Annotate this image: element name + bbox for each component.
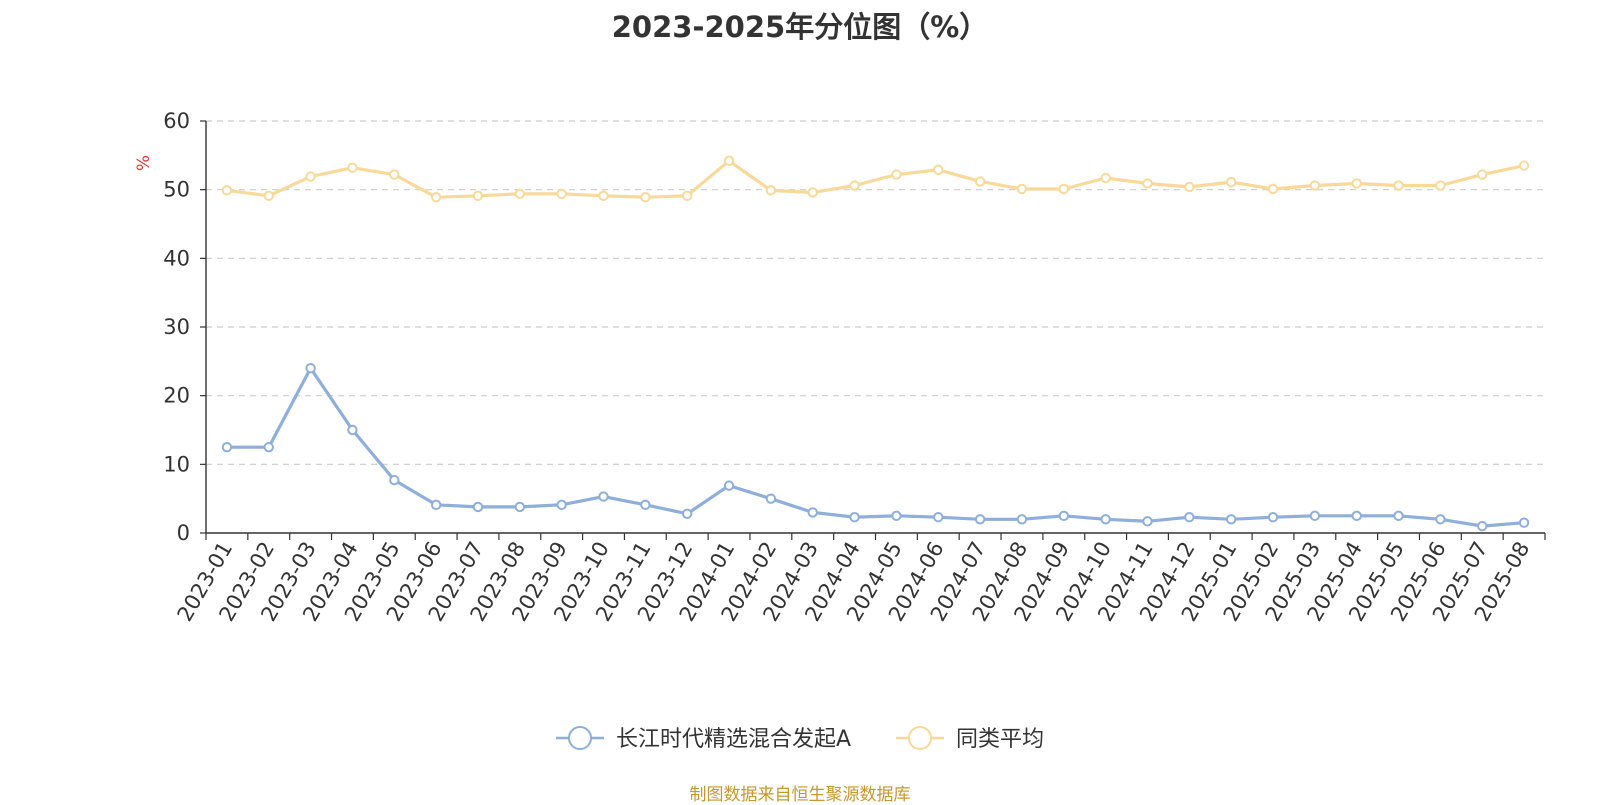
data-point: [347, 424, 358, 436]
y-tick-label: 30: [163, 315, 190, 339]
y-tick-label: 0: [177, 521, 190, 545]
data-point: [891, 510, 902, 522]
data-point: [1351, 178, 1362, 189]
y-axis-unit-label: %: [134, 155, 154, 171]
data-point: [1477, 169, 1488, 180]
data-point: [682, 508, 693, 519]
data-point: [1058, 510, 1069, 522]
data-point: [472, 501, 484, 513]
data-point: [1435, 180, 1446, 191]
data-point: [1225, 514, 1237, 525]
data-point: [1100, 514, 1111, 525]
y-tick-label: 10: [163, 452, 190, 476]
series-line: [226, 159, 1525, 199]
data-point: [849, 512, 860, 523]
data-point: [1309, 510, 1321, 522]
data-point: [1267, 512, 1279, 523]
data-point: [1393, 510, 1404, 522]
data-point: [807, 507, 818, 518]
data-point: [1435, 514, 1446, 525]
y-tick-label: 20: [163, 384, 190, 408]
legend-item-2[interactable]: 同类平均: [896, 726, 1044, 752]
data-point: [1184, 512, 1195, 523]
legend-item-1[interactable]: 长江时代精选混合发起A: [556, 726, 851, 752]
series-1: [221, 363, 1530, 532]
data-point: [891, 169, 902, 180]
data-point: [598, 190, 609, 202]
data-point: [807, 187, 818, 198]
data-point: [430, 499, 442, 511]
data-point: [305, 171, 316, 182]
source-note: 制图数据来自恒生聚源数据库: [689, 785, 911, 805]
data-point: [221, 441, 233, 453]
chart-title: 2023-2025年分位图（%）: [611, 10, 989, 44]
data-point: [1309, 180, 1321, 191]
legend-marker-icon: [568, 726, 592, 750]
series-lines: [221, 155, 1530, 532]
data-point: [263, 441, 274, 453]
data-point: [1058, 183, 1069, 195]
series-2: [221, 155, 1530, 203]
gridlines: [206, 120, 1545, 465]
data-point: [598, 491, 609, 502]
legend-label: 长江时代精选混合发起A: [616, 727, 851, 752]
data-point: [514, 501, 526, 513]
legend-label: 同类平均: [956, 727, 1044, 752]
data-point: [640, 192, 651, 203]
data-point: [640, 499, 651, 511]
data-point: [1267, 183, 1279, 195]
data-point: [1016, 183, 1028, 195]
data-point: [1393, 180, 1404, 191]
data-point: [974, 514, 986, 525]
data-point: [347, 162, 358, 173]
data-point: [682, 190, 693, 202]
data-point: [1100, 172, 1111, 184]
data-point: [1518, 517, 1530, 528]
y-tick-label: 40: [163, 246, 190, 270]
data-point: [1351, 510, 1362, 522]
data-point: [723, 155, 735, 167]
data-point: [1016, 514, 1028, 525]
data-point: [765, 493, 777, 504]
data-point: [305, 363, 316, 374]
data-point: [1518, 160, 1530, 171]
data-point: [389, 474, 400, 486]
data-point: [514, 188, 526, 199]
y-tick-label: 60: [163, 109, 190, 133]
data-point: [556, 499, 567, 511]
data-point: [849, 180, 860, 191]
data-point: [1225, 176, 1237, 188]
data-point: [974, 176, 986, 187]
data-point: [1477, 520, 1488, 532]
data-point: [556, 188, 567, 199]
data-point: [1184, 181, 1195, 193]
legend[interactable]: 长江时代精选混合发起A 同类平均: [556, 726, 1044, 752]
data-point: [765, 185, 777, 196]
data-point: [933, 164, 944, 175]
legend-marker-icon: [908, 726, 932, 750]
data-point: [1142, 178, 1153, 189]
data-point: [430, 192, 442, 203]
data-point: [263, 190, 274, 202]
y-tick-label: 50: [163, 178, 190, 202]
data-point: [221, 185, 233, 196]
data-point: [1142, 516, 1153, 527]
data-point: [472, 190, 484, 202]
data-point: [933, 512, 944, 523]
data-point: [389, 169, 400, 180]
data-point: [723, 480, 735, 491]
series-line: [226, 366, 1525, 528]
